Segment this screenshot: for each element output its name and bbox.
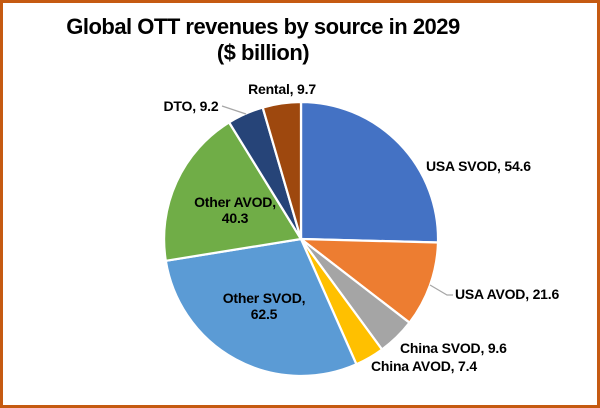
data-label-usa-avod: USA AVOD, 21.6: [455, 286, 559, 302]
pie-slice-rental: [261, 100, 303, 241]
data-label-dto: DTO, 9.2: [164, 98, 219, 114]
leader-lines: [221, 105, 453, 296]
pie-slice-other-svod: [164, 237, 358, 378]
data-label-usa-svod: USA SVOD, 54.6: [426, 158, 531, 174]
data-label-other-svod-name: Other SVOD,: [223, 290, 306, 306]
chart-title-line2: ($ billion): [217, 40, 309, 65]
pie-chart-svg: Global OTT revenues by source in 2029 ($…: [66, 14, 560, 378]
chart-title-line1: Global OTT revenues by source in 2029: [66, 14, 460, 39]
pie-slice-usa-avod: [299, 237, 440, 324]
leader-line-usa-avod: [429, 284, 453, 296]
data-label-other-avod-value: 40.3: [222, 210, 249, 226]
data-label-other-svod-value: 62.5: [251, 306, 278, 322]
data-label-china-svod: China SVOD, 9.6: [400, 340, 507, 356]
data-label-other-avod-name: Other AVOD,: [194, 194, 276, 210]
pie-labels: USA SVOD, 54.6 USA AVOD, 21.6 China SVOD, …: [164, 81, 560, 374]
pie-slice-other-avod: [162, 121, 303, 262]
data-label-china-avod: China AVOD, 7.4: [371, 358, 477, 374]
pie-slices: [162, 100, 440, 378]
pie-slice-usa-svod: [299, 100, 440, 244]
leader-line-dto: [221, 105, 247, 115]
data-label-rental: Rental, 9.7: [248, 81, 316, 97]
